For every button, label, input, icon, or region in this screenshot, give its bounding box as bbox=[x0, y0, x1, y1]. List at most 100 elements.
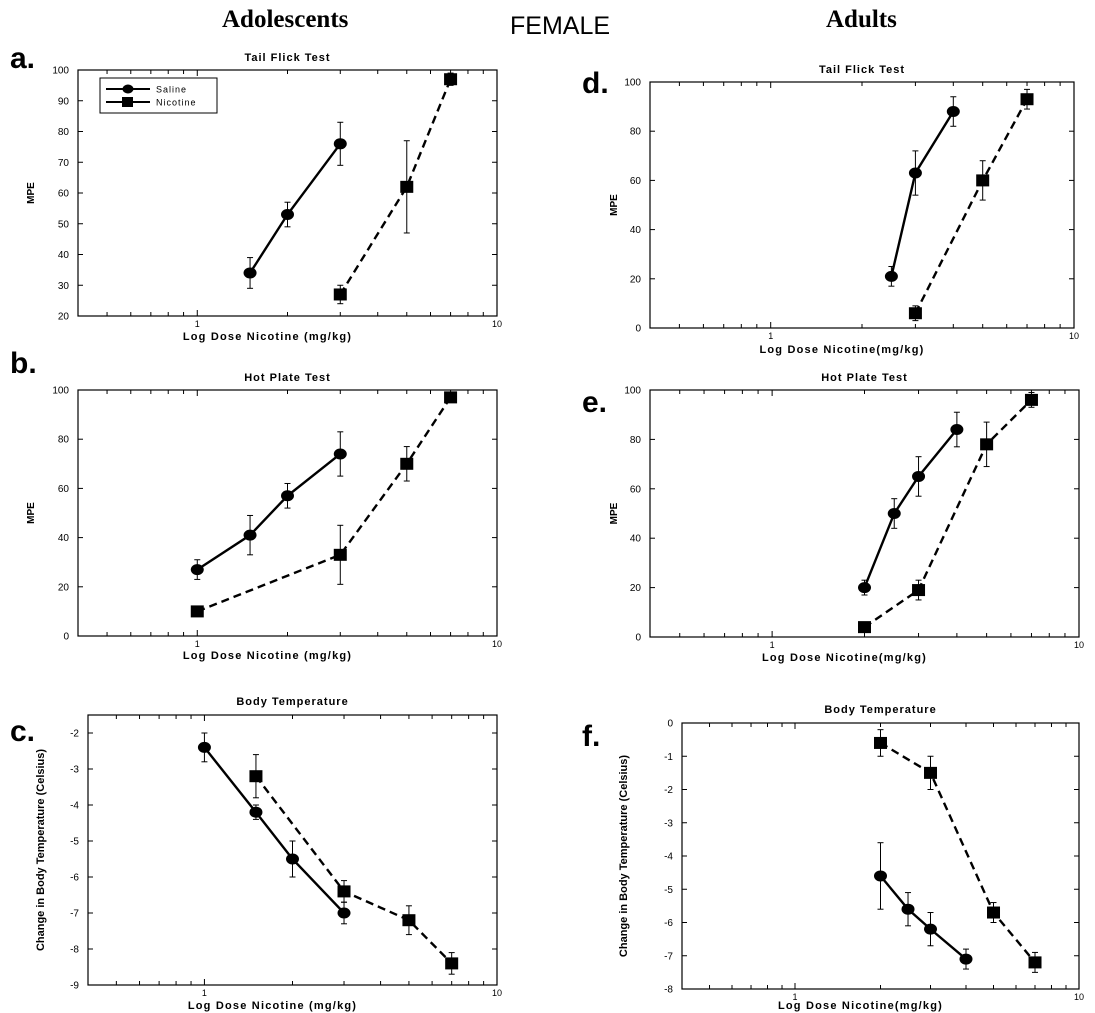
series-line-nicotine bbox=[339, 78, 452, 296]
y-tick-label: 0 bbox=[635, 633, 641, 644]
series-line-saline bbox=[196, 453, 342, 571]
plot-frame bbox=[77, 389, 498, 637]
y-tick-label: -2 bbox=[70, 729, 79, 740]
y-axis-label: MPE bbox=[609, 194, 620, 216]
y-tick-label: -5 bbox=[664, 885, 673, 896]
y-axis-label: MPE bbox=[609, 502, 620, 524]
legend-marker-circle bbox=[122, 84, 134, 94]
panel-label-b: b. bbox=[10, 347, 37, 380]
y-tick-label: 0 bbox=[667, 719, 673, 730]
y-tick-label: 20 bbox=[58, 312, 70, 323]
x-tick-label: 10 bbox=[1074, 992, 1084, 1002]
data-point-nicotine bbox=[249, 770, 263, 783]
data-point-saline bbox=[912, 470, 926, 482]
data-point-saline bbox=[281, 490, 294, 502]
chart-title: Hot Plate Test bbox=[244, 372, 331, 384]
data-point-nicotine bbox=[402, 914, 416, 927]
chart-title: Tail Flick Test bbox=[244, 52, 330, 64]
heading-adolescents: Adolescents bbox=[222, 6, 349, 33]
data-point-nicotine bbox=[1028, 956, 1042, 969]
x-axis-label: Log Dose Nicotine(mg/kg) bbox=[759, 344, 924, 356]
data-point-nicotine bbox=[908, 307, 922, 320]
data-point-saline bbox=[946, 106, 960, 118]
heading-female: FEMALE bbox=[510, 12, 611, 40]
data-point-saline bbox=[887, 508, 901, 519]
data-point-nicotine bbox=[1024, 393, 1038, 406]
y-axis-label: Change in Body Temperature (Celsius) bbox=[35, 749, 47, 951]
data-point-nicotine bbox=[337, 885, 351, 898]
x-axis-label: Log Dose Nicotine (mg/kg) bbox=[183, 331, 352, 343]
y-tick-label: -4 bbox=[70, 801, 79, 812]
plot-frame bbox=[649, 81, 1075, 329]
y-tick-label: 90 bbox=[58, 96, 70, 107]
data-point-saline bbox=[333, 138, 347, 150]
data-point-nicotine bbox=[190, 605, 204, 618]
series-line-nicotine bbox=[196, 396, 452, 613]
legend: Saline Nicotine bbox=[99, 77, 218, 114]
y-tick-label: 60 bbox=[58, 189, 70, 200]
data-point-nicotine bbox=[400, 457, 414, 470]
chart-title: Body Temperature bbox=[236, 696, 348, 708]
y-tick-label: -1 bbox=[664, 752, 673, 763]
x-tick-label: 1 bbox=[195, 639, 200, 649]
legend-box bbox=[99, 77, 218, 114]
data-point-saline bbox=[243, 267, 257, 279]
legend-label: Saline bbox=[156, 85, 187, 95]
x-axis-label: Log Dose Nicotine (mg/kg) bbox=[188, 1000, 357, 1012]
legend-marker-square bbox=[122, 97, 133, 107]
data-point-saline bbox=[243, 529, 257, 541]
y-axis-label: MPE bbox=[26, 182, 37, 204]
data-point-nicotine bbox=[987, 906, 1001, 919]
panel-label-d: d. bbox=[582, 67, 609, 100]
x-tick-label: 10 bbox=[1074, 640, 1084, 650]
y-tick-label: -9 bbox=[70, 981, 79, 992]
data-point-saline bbox=[874, 870, 887, 882]
x-axis-label: Log Dose Nicotine(mg/kg) bbox=[778, 1000, 943, 1012]
data-point-nicotine bbox=[333, 288, 347, 301]
y-tick-label: -6 bbox=[70, 873, 79, 884]
y-tick-label: 20 bbox=[630, 274, 642, 285]
data-point-saline bbox=[901, 903, 915, 915]
data-point-saline bbox=[884, 270, 898, 282]
chart-title: Hot Plate Test bbox=[821, 372, 908, 384]
y-tick-label: 60 bbox=[630, 484, 642, 495]
chart-title: Body Temperature bbox=[824, 704, 936, 716]
series-line-nicotine bbox=[254, 775, 453, 965]
x-tick-label: 10 bbox=[1069, 331, 1079, 341]
chart-c: 1 10 -9 -8 -7 -6 -5 -4 -3 -2 Body Temperature Log D… bbox=[35, 696, 502, 1012]
y-tick-label: 30 bbox=[58, 281, 70, 292]
y-tick-label: -3 bbox=[70, 765, 79, 776]
y-tick-label: 100 bbox=[624, 386, 641, 397]
data-point-nicotine bbox=[333, 548, 347, 561]
panel-label-a: a. bbox=[10, 42, 36, 75]
data-point-nicotine bbox=[924, 766, 938, 779]
y-tick-label: 40 bbox=[58, 533, 70, 544]
y-tick-label: 0 bbox=[635, 324, 641, 335]
data-point-nicotine bbox=[874, 736, 887, 749]
data-point-saline bbox=[959, 953, 973, 965]
y-tick-label: 40 bbox=[58, 250, 70, 261]
series-line-nicotine bbox=[879, 741, 1036, 964]
y-tick-label: 50 bbox=[58, 219, 70, 230]
series-line-nicotine bbox=[863, 399, 1033, 629]
data-point-saline bbox=[858, 582, 871, 594]
data-point-nicotine bbox=[444, 73, 458, 86]
y-tick-label: -6 bbox=[664, 918, 673, 929]
data-point-saline bbox=[337, 907, 351, 919]
data-point-nicotine bbox=[976, 174, 990, 187]
panel-label-c: c. bbox=[10, 715, 36, 748]
x-tick-label: 10 bbox=[492, 319, 502, 329]
heading-adults: Adults bbox=[826, 6, 897, 33]
chart-title: Tail Flick Test bbox=[819, 64, 905, 76]
y-tick-label: 20 bbox=[630, 583, 642, 594]
data-point-saline bbox=[281, 209, 294, 221]
y-tick-label: 60 bbox=[58, 484, 70, 495]
x-tick-label: 1 bbox=[195, 319, 200, 329]
series-line-saline bbox=[879, 875, 967, 960]
data-point-saline bbox=[286, 853, 299, 865]
y-tick-label: 0 bbox=[63, 632, 69, 643]
plot-frame bbox=[649, 389, 1080, 638]
y-tick-label: 80 bbox=[630, 127, 642, 138]
series-line-saline bbox=[890, 110, 955, 277]
